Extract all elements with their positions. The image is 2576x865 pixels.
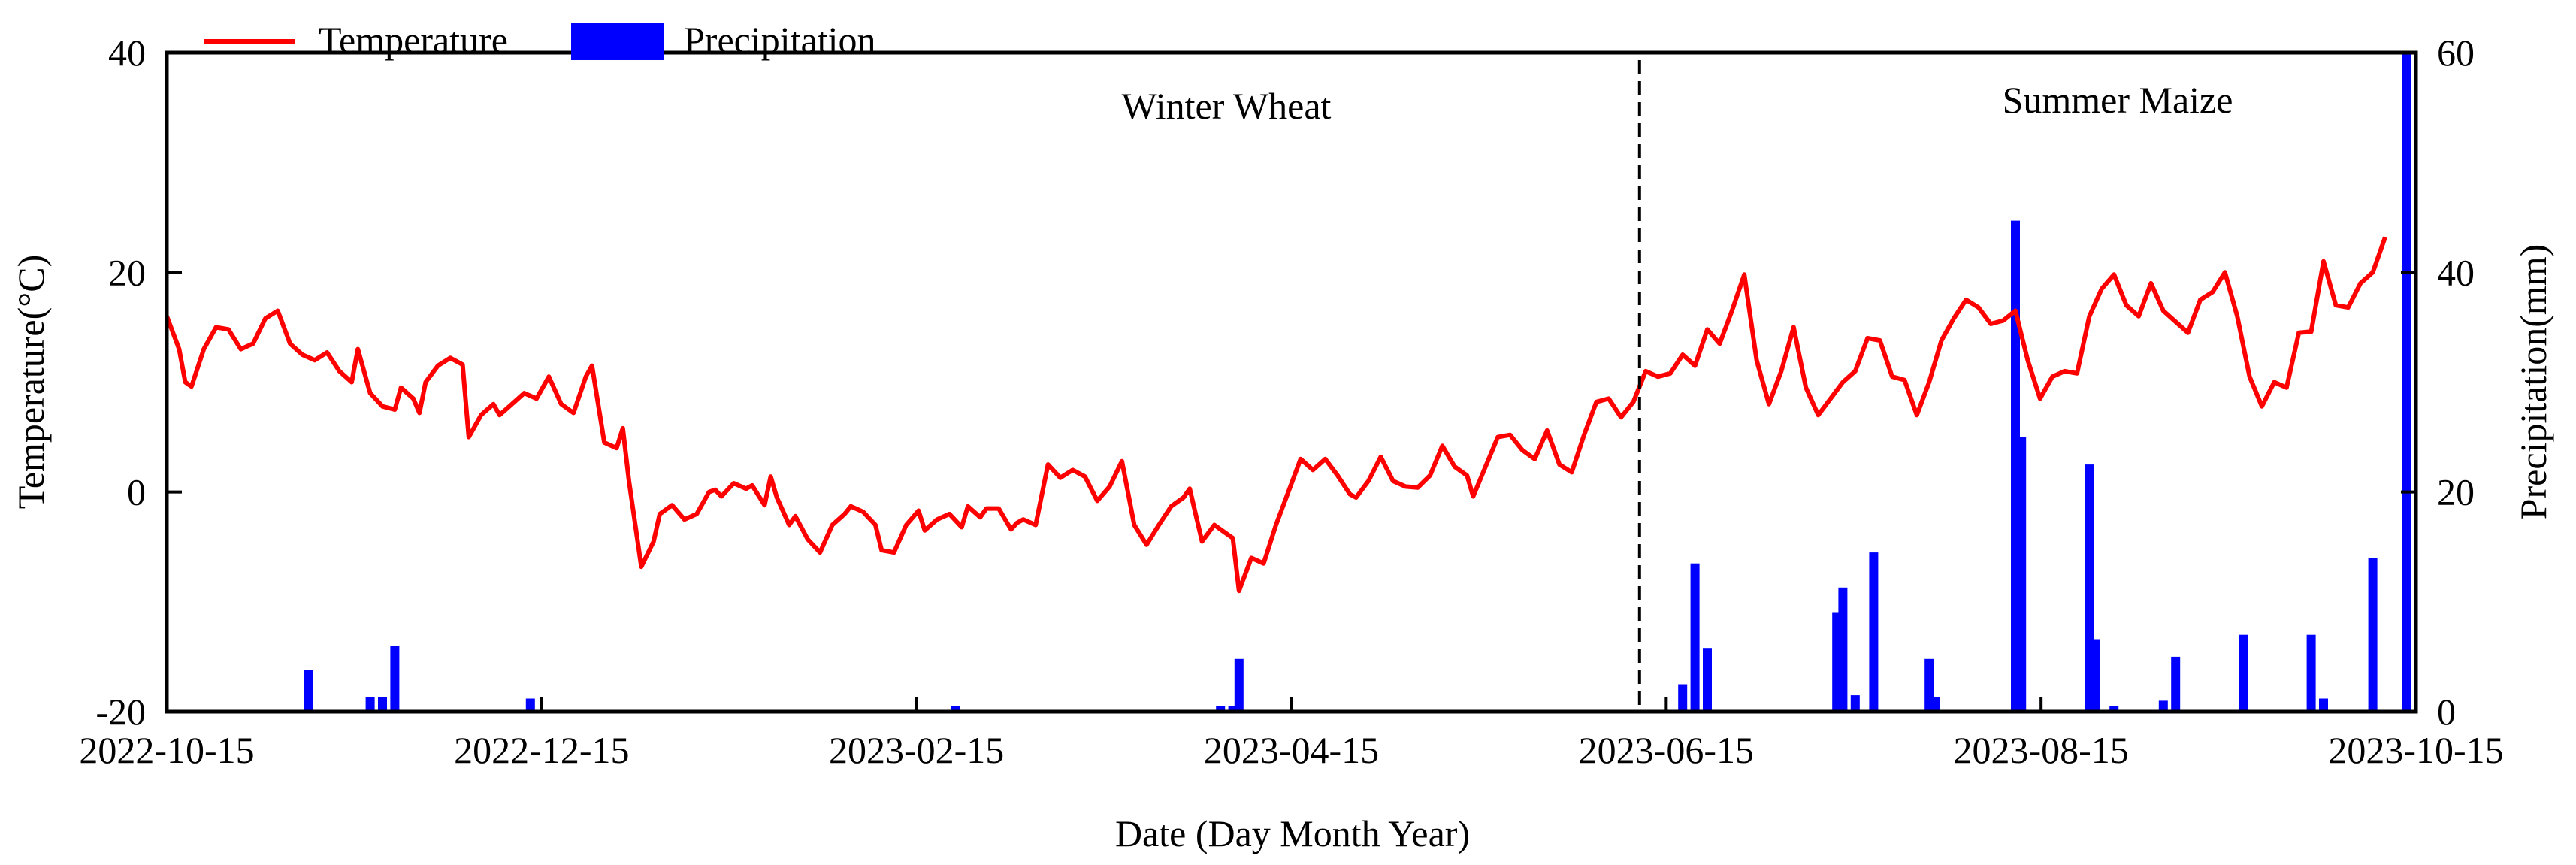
precipitation-bar	[2109, 706, 2119, 712]
x-tick-label: 2023-10-15	[2328, 729, 2503, 771]
y-right-tick-label: 0	[2437, 691, 2456, 733]
precipitation-bar	[1838, 587, 1848, 712]
precipitation-bar	[2171, 656, 2181, 712]
annotation-winter-wheat: Winter Wheat	[1122, 85, 1332, 127]
y-left-axis-label: Temperature(°C)	[10, 255, 52, 510]
precipitation-bar	[2368, 558, 2378, 712]
x-tick-label: 2023-02-15	[829, 729, 1004, 771]
annotation-summer-maize: Summer Maize	[2003, 79, 2233, 121]
x-tick-label: 2022-10-15	[79, 729, 254, 771]
precipitation-bar	[2306, 634, 2316, 712]
precipitation-bar	[525, 698, 535, 712]
plot-frame	[165, 50, 2418, 714]
y-left-tick-label: -20	[95, 691, 146, 733]
precipitation-bar	[1690, 563, 1700, 712]
precipitation-bar	[1703, 648, 1712, 712]
y-right-tick-label: 60	[2437, 32, 2475, 74]
precipitation-bar	[365, 697, 375, 712]
precipitation-bar	[951, 706, 960, 712]
x-tick-label: 2023-04-15	[1204, 729, 1379, 771]
legend: Temperature Precipitation	[204, 19, 876, 61]
x-tick-label: 2022-12-15	[454, 729, 629, 771]
legend-precipitation-label: Precipitation	[684, 19, 876, 61]
precipitation-bar	[2402, 697, 2411, 712]
y-right-tick-label: 20	[2437, 471, 2475, 513]
precipitation-bars	[304, 53, 2411, 712]
y-right-axis-label: Precipitation(mm)	[2512, 244, 2554, 520]
precipitation-bar	[1234, 658, 1244, 712]
y-right-tick-label: 40	[2437, 251, 2475, 293]
y-left-tick-label: 0	[127, 471, 146, 513]
precipitation-bar	[1216, 706, 1226, 712]
x-tick-label: 2023-06-15	[1579, 729, 1754, 771]
precipitation-bar	[304, 670, 313, 712]
precipitation-bar	[1228, 706, 1238, 712]
precipitation-bar	[2402, 620, 2411, 712]
precipitation-bar	[1850, 695, 1860, 712]
y-right-axis-ticks: 0 20 40 60	[2401, 32, 2475, 733]
precipitation-bar	[2239, 634, 2248, 712]
x-tick-label: 2023-08-15	[1954, 729, 2129, 771]
precipitation-bar	[1930, 697, 1940, 712]
legend-temperature-label: Temperature	[319, 19, 508, 61]
legend-precipitation-swatch	[571, 23, 664, 60]
precipitation-bar	[2319, 698, 2328, 712]
y-left-tick-label: 40	[108, 32, 146, 74]
precipitation-bar	[2091, 639, 2100, 712]
precipitation-bar	[1869, 552, 1879, 712]
y-left-axis-ticks: -20 0 20 40	[95, 32, 182, 733]
y-left-tick-label: 20	[108, 251, 146, 293]
precipitation-bar	[1678, 684, 1688, 712]
precipitation-bar	[2017, 437, 2027, 712]
precipitation-bar	[378, 697, 387, 712]
precipitation-bar	[2158, 700, 2168, 712]
temperature-line	[165, 236, 2387, 594]
x-axis-label: Date (Day Month Year)	[1115, 812, 1470, 854]
x-axis-ticks: 2022-10-15 2022-12-15 2023-02-15 2023-04-15…	[79, 697, 2504, 771]
precipitation-bar	[390, 646, 400, 712]
